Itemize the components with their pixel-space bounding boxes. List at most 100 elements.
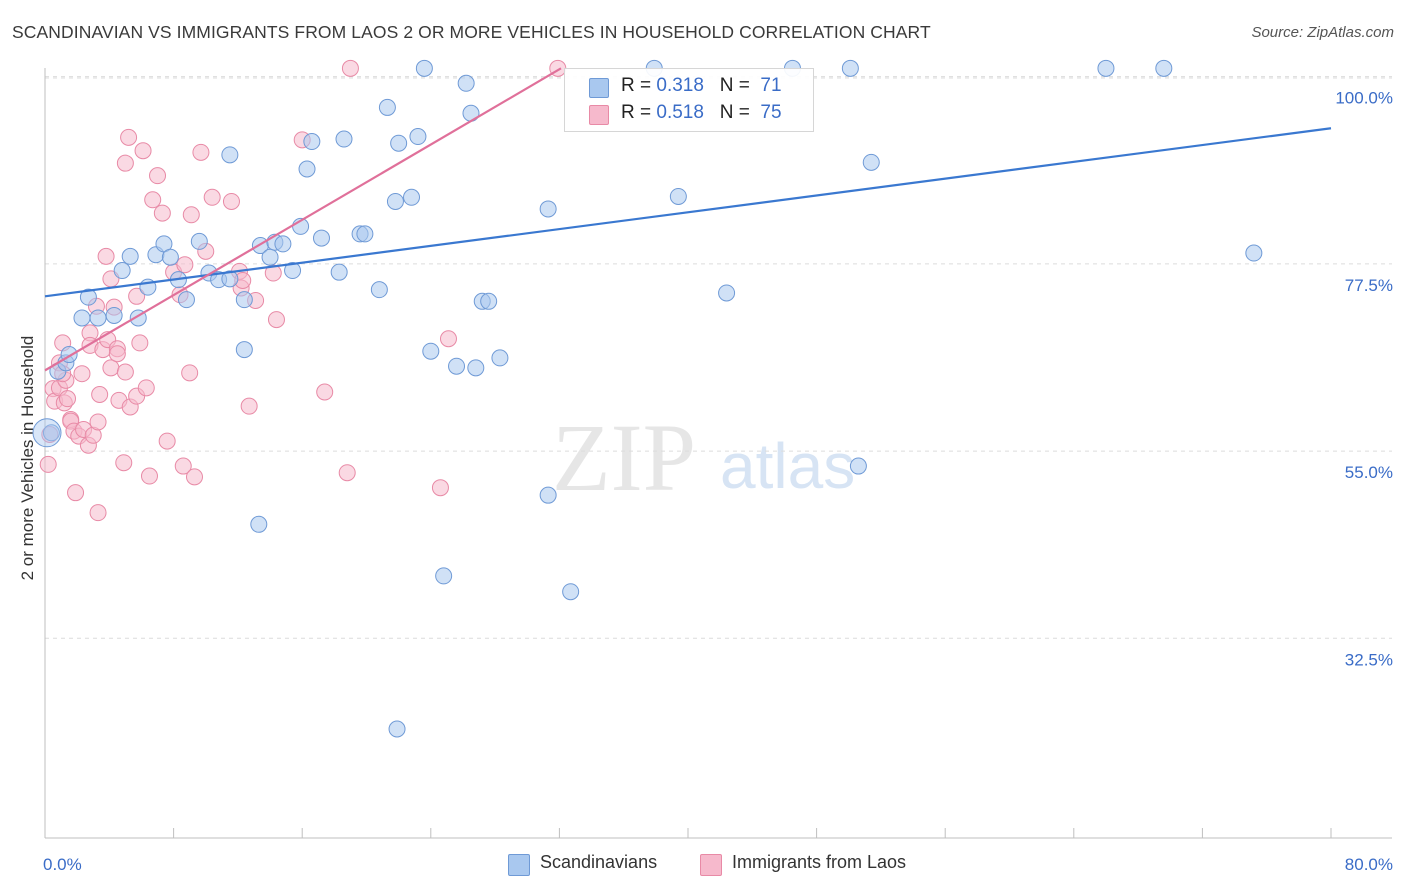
watermark-atlas: atlas [720,430,855,502]
scandinavian-point [1245,244,1263,262]
laos-point [341,59,359,77]
source-label: Source: ZipAtlas.com [1251,24,1394,41]
y-tick-label: 77.5% [1345,276,1393,295]
scandinavian-point [250,515,268,533]
tick-labels: 100.0% 77.5% 55.0% 32.5% 0.0% 80.0% [43,89,1393,874]
n-value: 75 [760,102,782,123]
laos-point [39,455,57,473]
laos-point [97,247,115,265]
laos-point [91,385,109,403]
scandinavian-point [467,359,485,377]
scandinavian-point [862,153,880,171]
scandinavian-point [79,288,97,306]
scandinavian-point [390,134,408,152]
scandinavian-point [409,128,427,146]
scandinavian-point [298,160,316,178]
laos-point [240,397,258,415]
chart-title: SCANDINAVIAN VS IMMIGRANTS FROM LAOS 2 O… [12,22,931,42]
laos-point [73,365,91,383]
laos-point [338,464,356,482]
scandinavian-point [718,284,736,302]
laos-point [89,413,107,431]
scandinavian-point [32,418,62,448]
scandinavian-point [330,263,348,281]
scandinavian-point [669,187,687,205]
scandinavian-point [403,188,421,206]
blue-swatch [589,78,609,98]
laos-point [89,504,107,522]
legend-label: Scandinavians [540,852,658,872]
stats-legend: R = 0.318 N = 71 R = 0.518 N = 75 [564,68,814,132]
laos-point [134,142,152,160]
scandinavian-point [235,291,253,309]
scandinavian-point [113,262,131,280]
scandinavian-point [480,292,498,310]
laos-point [144,191,162,209]
watermark-zip: ZIP [552,404,696,511]
axes [44,68,1392,839]
series-immigrants-from-laos [39,59,567,522]
scandinavian-point [378,98,396,116]
scandinavian-point [161,248,179,266]
scandinavian-point [177,291,195,309]
scandinavian-point [284,262,302,280]
scandinavian-point [1155,59,1173,77]
scandinavian-point [422,342,440,360]
r-value: 0.318 [656,75,704,96]
laos-point [149,167,167,185]
scandinavian-point [539,486,557,504]
scandinavian-point [312,229,330,247]
scandinavian-point [1097,59,1115,77]
laos-point [102,359,120,377]
scandinavian-point [335,130,353,148]
n-label: N = [719,75,756,96]
legend-label: Immigrants from Laos [732,852,907,872]
scandinavian-point [121,247,139,265]
laos-point [203,188,221,206]
laos-point [115,454,133,472]
laos-point [316,383,334,401]
laos-point [267,311,285,329]
laos-point [59,390,77,408]
scandinavian-point [105,306,123,324]
scandinavian-point [73,309,91,327]
r-label: R = [621,102,657,123]
n-value: 71 [760,75,782,96]
laos-point [140,467,158,485]
trendlines [44,67,1332,372]
pink-swatch [589,105,609,125]
pink-swatch [700,854,722,876]
scandinavian-point [457,74,475,92]
scandinavian-point [221,270,239,288]
laos-point [116,363,134,381]
scandinavian-point [42,424,60,442]
laos-point [128,287,146,305]
laos-point [131,334,149,352]
scandinavian-point [562,583,580,601]
y-tick-label: 100.0% [1335,89,1393,108]
laos-point [176,256,194,274]
n-label: N = [719,102,756,123]
scandinavian-point [435,567,453,585]
watermark: ZIP atlas [552,404,855,511]
scandinavian-point [841,59,859,77]
laos-point [67,484,85,502]
laos-trendline [44,67,562,372]
laos-point [137,379,155,397]
scandinavian-point [448,357,466,375]
x-tick-label: 80.0% [1345,855,1393,874]
scandinavian-point [491,349,509,367]
laos-point [192,143,210,161]
scandinavian-point [303,133,321,151]
scandinavians-trendline [44,127,1332,298]
scandinavian-point [190,232,208,250]
y-tick-label: 55.0% [1345,463,1393,482]
scandinavian-point [356,225,374,243]
laos-point [182,206,200,224]
laos-point [439,330,457,348]
laos-point [431,479,449,497]
series-legend: Scandinavians Immigrants from Laos [0,852,1406,878]
laos-point [116,154,134,172]
laos-point [120,128,138,146]
scandinavian-point [415,59,433,77]
